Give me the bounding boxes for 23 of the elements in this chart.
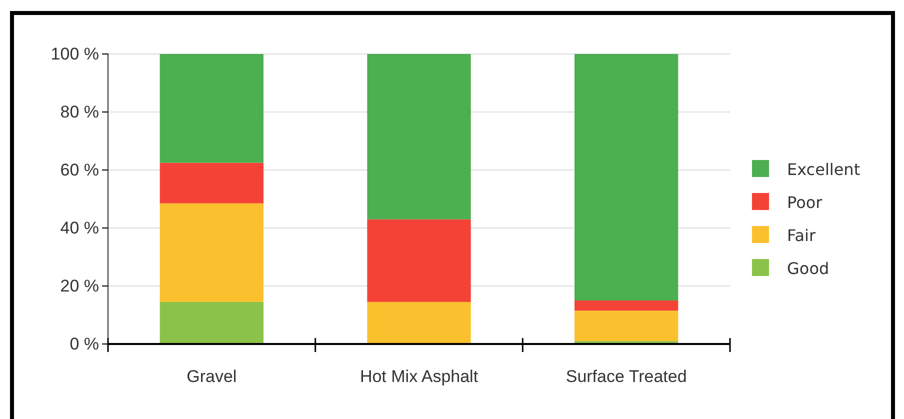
y-tick-label: 60 % — [60, 160, 99, 180]
bar — [160, 162, 264, 204]
bar — [367, 54, 471, 220]
bar — [160, 302, 264, 344]
y-tick-label: 100 % — [50, 44, 99, 64]
bar — [160, 203, 264, 302]
bar — [574, 310, 678, 342]
bar — [574, 300, 678, 311]
x-tick-label: Surface Treated — [566, 367, 687, 386]
x-tick-label: Gravel — [186, 367, 237, 386]
legend-label: Poor — [787, 193, 823, 212]
y-tick-label: 20 % — [60, 276, 99, 296]
bar — [574, 54, 678, 300]
legend-label: Fair — [787, 226, 816, 245]
y-tick-label: 80 % — [60, 102, 99, 122]
y-tick-label: 40 % — [60, 218, 99, 238]
bar — [160, 54, 264, 163]
y-tick-label: 0 % — [70, 334, 99, 354]
bar — [367, 219, 471, 302]
legend-label: Good — [787, 259, 830, 278]
x-tick-label: Hot Mix Asphalt — [360, 367, 478, 386]
legend-label: Excellent — [787, 160, 860, 179]
bar — [367, 302, 471, 344]
